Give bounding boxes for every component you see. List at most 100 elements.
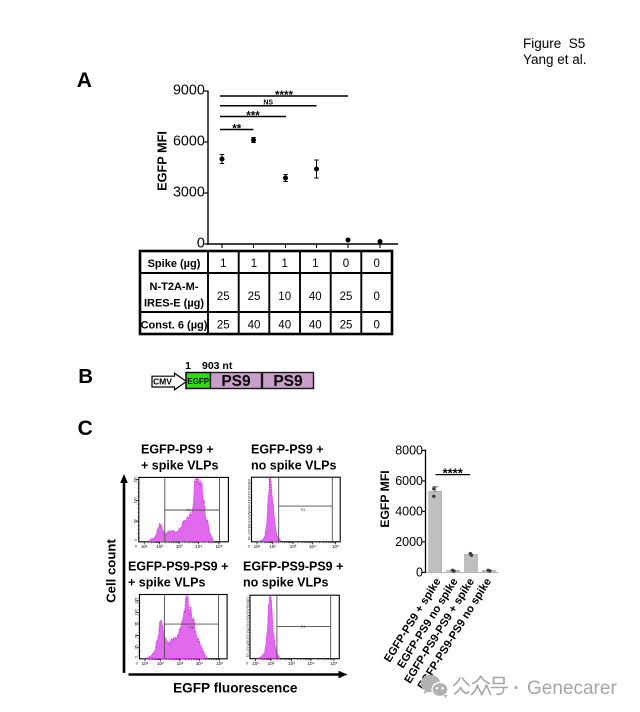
svg-text:10¹: 10¹ (142, 661, 149, 666)
svg-text:Figure S5: Figure S5 (523, 36, 585, 51)
svg-text:IRES-E (µg): IRES-E (µg) (144, 297, 204, 309)
svg-text:25: 25 (217, 319, 230, 331)
svg-text:+ spike VLPs: + spike VLPs (128, 576, 206, 590)
svg-text:100: 100 (134, 497, 138, 503)
svg-text:no spike VLPs: no spike VLPs (243, 576, 328, 590)
svg-text:10⁴: 10⁴ (309, 544, 316, 549)
svg-text:125: 125 (134, 598, 138, 604)
svg-text:***: *** (246, 111, 260, 123)
svg-text:10⁵: 10⁵ (215, 544, 222, 549)
svg-text:**: ** (232, 124, 241, 136)
svg-text:****: **** (275, 90, 293, 102)
svg-text:A: A (77, 69, 92, 92)
svg-text:EGFP-PS9 +: EGFP-PS9 + (141, 443, 214, 457)
svg-text:3000: 3000 (173, 185, 205, 201)
svg-text:6000: 6000 (395, 474, 423, 488)
svg-text:Const. 6 (µg): Const. 6 (µg) (141, 319, 208, 331)
svg-text:C: C (78, 417, 93, 440)
svg-text:10⁵: 10⁵ (332, 544, 339, 549)
svg-text:50: 50 (134, 519, 138, 523)
svg-text:PS9: PS9 (221, 373, 251, 390)
svg-text:+ spike VLPs: + spike VLPs (141, 459, 219, 473)
svg-text:40: 40 (309, 291, 322, 303)
svg-text:25: 25 (134, 645, 138, 649)
svg-text:CMV: CMV (153, 377, 172, 387)
svg-text:10: 10 (278, 291, 291, 303)
svg-text:0: 0 (373, 258, 379, 270)
svg-text:40: 40 (278, 319, 291, 331)
svg-text:0: 0 (373, 319, 379, 331)
svg-text:P4: P4 (301, 625, 305, 629)
svg-text:P4: P4 (189, 626, 193, 630)
svg-text:10³: 10³ (288, 661, 295, 666)
svg-text:0: 0 (373, 291, 379, 303)
svg-text:0: 0 (343, 258, 349, 270)
svg-text:50 100150200250300350400450500: 50 100150200250300350400450500 (245, 596, 249, 657)
svg-text:10²: 10² (157, 661, 164, 666)
svg-text:0: 0 (197, 236, 205, 252)
svg-text:10²: 10² (156, 544, 163, 549)
svg-text:0: 0 (416, 566, 423, 580)
svg-text:150: 150 (134, 477, 138, 483)
svg-text:EGFP-PS9-PS9 +: EGFP-PS9-PS9 + (243, 560, 343, 574)
svg-text:25: 25 (217, 291, 230, 303)
svg-text:EGFP fluorescence: EGFP fluorescence (173, 680, 298, 695)
svg-text:1: 1 (220, 258, 226, 270)
svg-text:8000: 8000 (395, 444, 423, 458)
svg-text:1: 1 (251, 258, 257, 270)
svg-text:Cell count: Cell count (104, 539, 119, 603)
svg-text:25: 25 (248, 291, 261, 303)
svg-text:2000: 2000 (395, 535, 423, 549)
svg-text:10⁵: 10⁵ (330, 661, 337, 666)
svg-text:N-T2A-M-: N-T2A-M- (150, 281, 199, 293)
svg-text:25: 25 (340, 291, 353, 303)
svg-text:B: B (78, 365, 93, 388)
svg-text:9000: 9000 (173, 83, 205, 99)
svg-text:Yang et al.: Yang et al. (523, 52, 587, 67)
svg-text:EGFP-PS9-PS9 +: EGFP-PS9-PS9 + (128, 560, 228, 574)
svg-text:50 100150200250300350400450500: 50 100150200250300350400450500 (247, 478, 251, 540)
svg-text:EGFP MFI: EGFP MFI (378, 470, 392, 527)
svg-text:10¹: 10¹ (252, 661, 259, 666)
svg-text:0: 0 (135, 544, 137, 548)
svg-text:10³: 10³ (177, 661, 184, 666)
svg-text:EGFP-PS9 +: EGFP-PS9 + (251, 443, 324, 457)
svg-text:****: **** (443, 465, 464, 480)
svg-text:10³: 10³ (176, 544, 183, 549)
svg-text:50: 50 (134, 634, 138, 638)
svg-text:10²: 10² (268, 661, 275, 666)
svg-text:10⁴: 10⁴ (196, 661, 203, 666)
svg-text:EGFP MFI: EGFP MFI (156, 131, 170, 191)
svg-text:4000: 4000 (395, 505, 423, 519)
svg-text:40: 40 (248, 319, 261, 331)
svg-text:0: 0 (135, 656, 139, 658)
svg-text:no spike VLPs: no spike VLPs (251, 459, 336, 473)
svg-text:10³: 10³ (290, 544, 297, 549)
svg-text:Genecarer: Genecarer (527, 678, 617, 699)
svg-text:903 nt: 903 nt (202, 360, 233, 372)
svg-text:0: 0 (248, 544, 250, 548)
svg-text:1: 1 (185, 360, 191, 372)
svg-text:0: 0 (246, 661, 248, 665)
svg-text:100: 100 (134, 609, 138, 615)
svg-text:NS: NS (263, 99, 273, 106)
svg-text:1: 1 (312, 258, 318, 270)
svg-text:P4: P4 (187, 508, 191, 512)
svg-text:EGFP: EGFP (187, 377, 209, 386)
svg-text:10²: 10² (269, 544, 276, 549)
svg-text:1: 1 (281, 258, 287, 270)
svg-text:0: 0 (134, 539, 138, 541)
svg-text:10⁴: 10⁴ (195, 544, 202, 549)
svg-text:75: 75 (134, 622, 138, 626)
svg-text:PS9: PS9 (273, 373, 303, 390)
svg-text:10¹: 10¹ (141, 544, 148, 549)
svg-text:0: 0 (136, 661, 138, 665)
svg-text:40: 40 (309, 319, 322, 331)
svg-text:25: 25 (340, 319, 353, 331)
svg-text:10⁴: 10⁴ (307, 661, 314, 666)
svg-text:6000: 6000 (173, 134, 205, 150)
svg-text:10⁵: 10⁵ (216, 661, 223, 666)
svg-text:P4: P4 (301, 508, 305, 512)
svg-text:10¹: 10¹ (254, 544, 261, 549)
svg-text:Spike (µg): Spike (µg) (148, 258, 201, 270)
